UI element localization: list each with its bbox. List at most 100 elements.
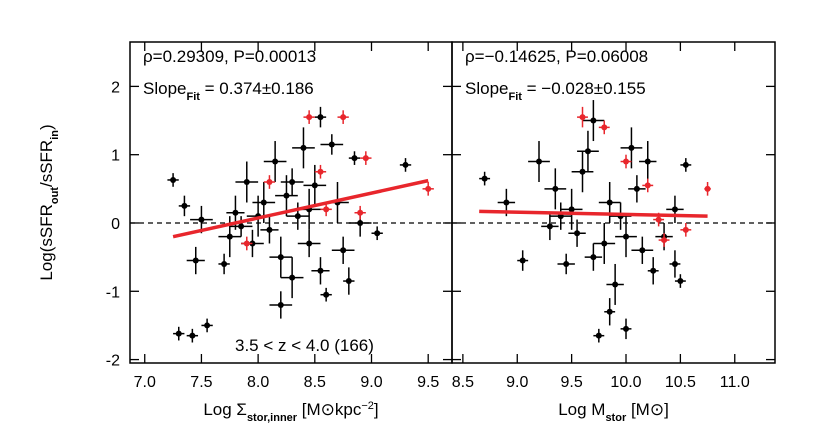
label-part: Slope bbox=[143, 79, 186, 98]
point bbox=[628, 144, 635, 151]
label-part: [M⊙kpc bbox=[297, 400, 362, 419]
label-part: Log(sSFR bbox=[37, 204, 56, 281]
point bbox=[232, 209, 239, 216]
slope: SlopeFit = 0.374±0.186 bbox=[143, 79, 314, 103]
label-part: stor bbox=[605, 412, 627, 424]
point bbox=[221, 260, 228, 267]
point bbox=[671, 206, 678, 213]
slope: SlopeFit = −0.028±0.155 bbox=[465, 79, 646, 103]
plot-frame bbox=[451, 41, 776, 364]
point bbox=[317, 267, 324, 274]
point bbox=[260, 199, 267, 206]
label-part: = −0.028±0.155 bbox=[522, 79, 646, 98]
point bbox=[311, 182, 318, 189]
point bbox=[340, 114, 347, 121]
point bbox=[584, 148, 591, 155]
label-part: stor,inner bbox=[247, 412, 298, 424]
label-part: Slope bbox=[465, 79, 508, 98]
x-tick-label: 11.0 bbox=[720, 374, 750, 391]
point bbox=[272, 158, 279, 165]
point bbox=[243, 240, 250, 247]
x-tick-label: 10.5 bbox=[665, 374, 696, 391]
point bbox=[601, 124, 608, 131]
point bbox=[563, 260, 570, 267]
label-part: = 0.374±0.186 bbox=[200, 79, 314, 98]
point bbox=[574, 230, 581, 237]
label-part: Fit bbox=[186, 91, 200, 103]
point bbox=[595, 332, 602, 339]
point bbox=[317, 168, 324, 175]
point bbox=[306, 240, 313, 247]
point bbox=[425, 185, 432, 192]
point bbox=[323, 206, 330, 213]
point bbox=[671, 260, 678, 267]
point bbox=[317, 114, 324, 121]
point bbox=[552, 185, 559, 192]
point bbox=[639, 247, 646, 254]
redshift-label: 3.5 < z < 4.0 (166) bbox=[235, 336, 374, 355]
label-part: Log M bbox=[558, 400, 605, 419]
label-part: out bbox=[49, 187, 61, 204]
point bbox=[204, 322, 211, 329]
x-axis-label: Log Σstor,inner [M⊙kpc−2] bbox=[203, 400, 378, 424]
point bbox=[677, 278, 684, 285]
point bbox=[238, 223, 245, 230]
point bbox=[374, 230, 381, 237]
point bbox=[289, 274, 296, 281]
point bbox=[601, 240, 608, 247]
point bbox=[340, 247, 347, 254]
point bbox=[192, 257, 199, 264]
point bbox=[243, 179, 250, 186]
point bbox=[568, 206, 575, 213]
point bbox=[661, 237, 668, 244]
point bbox=[650, 267, 657, 274]
point bbox=[328, 141, 335, 148]
y-tick-label: 0 bbox=[111, 216, 120, 233]
x-tick-label: 9.5 bbox=[417, 374, 439, 391]
point bbox=[283, 192, 290, 199]
point bbox=[655, 216, 662, 223]
point bbox=[623, 325, 630, 332]
correlation: ρ=−0.14625, P=0.06008 bbox=[465, 47, 648, 66]
point bbox=[323, 291, 330, 298]
point bbox=[362, 155, 369, 162]
y-tick-label: -1 bbox=[106, 284, 120, 301]
fit-line bbox=[172, 178, 429, 239]
x-tick-label: 8.5 bbox=[304, 374, 326, 391]
point bbox=[682, 161, 689, 168]
label-part: [M⊙] bbox=[626, 400, 669, 419]
x-tick-label: 8.0 bbox=[247, 374, 269, 391]
point bbox=[606, 199, 613, 206]
point bbox=[266, 226, 273, 233]
point bbox=[277, 254, 284, 261]
y-tick-label: 2 bbox=[111, 79, 120, 96]
point bbox=[198, 216, 205, 223]
point bbox=[590, 117, 597, 124]
point bbox=[351, 155, 358, 162]
x-tick-label: 7.0 bbox=[134, 374, 156, 391]
point bbox=[519, 257, 526, 264]
label-part: /sSFR bbox=[37, 140, 56, 187]
point bbox=[345, 278, 352, 285]
correlation: ρ=0.29309, P=0.00013 bbox=[143, 47, 316, 66]
point bbox=[623, 158, 630, 165]
point bbox=[357, 219, 364, 226]
point bbox=[189, 332, 196, 339]
point bbox=[402, 161, 409, 168]
point bbox=[579, 114, 586, 121]
point bbox=[536, 158, 543, 165]
point bbox=[612, 281, 619, 288]
point bbox=[181, 202, 188, 209]
x-tick-label: 9.0 bbox=[360, 374, 382, 391]
y-tick-label: -2 bbox=[106, 353, 120, 370]
label-part: ] bbox=[374, 400, 379, 419]
point bbox=[226, 233, 233, 240]
label-part: ) bbox=[37, 124, 56, 130]
fit-line bbox=[479, 209, 708, 218]
point bbox=[357, 209, 364, 216]
point bbox=[175, 330, 182, 337]
point bbox=[644, 158, 651, 165]
point bbox=[579, 168, 586, 175]
